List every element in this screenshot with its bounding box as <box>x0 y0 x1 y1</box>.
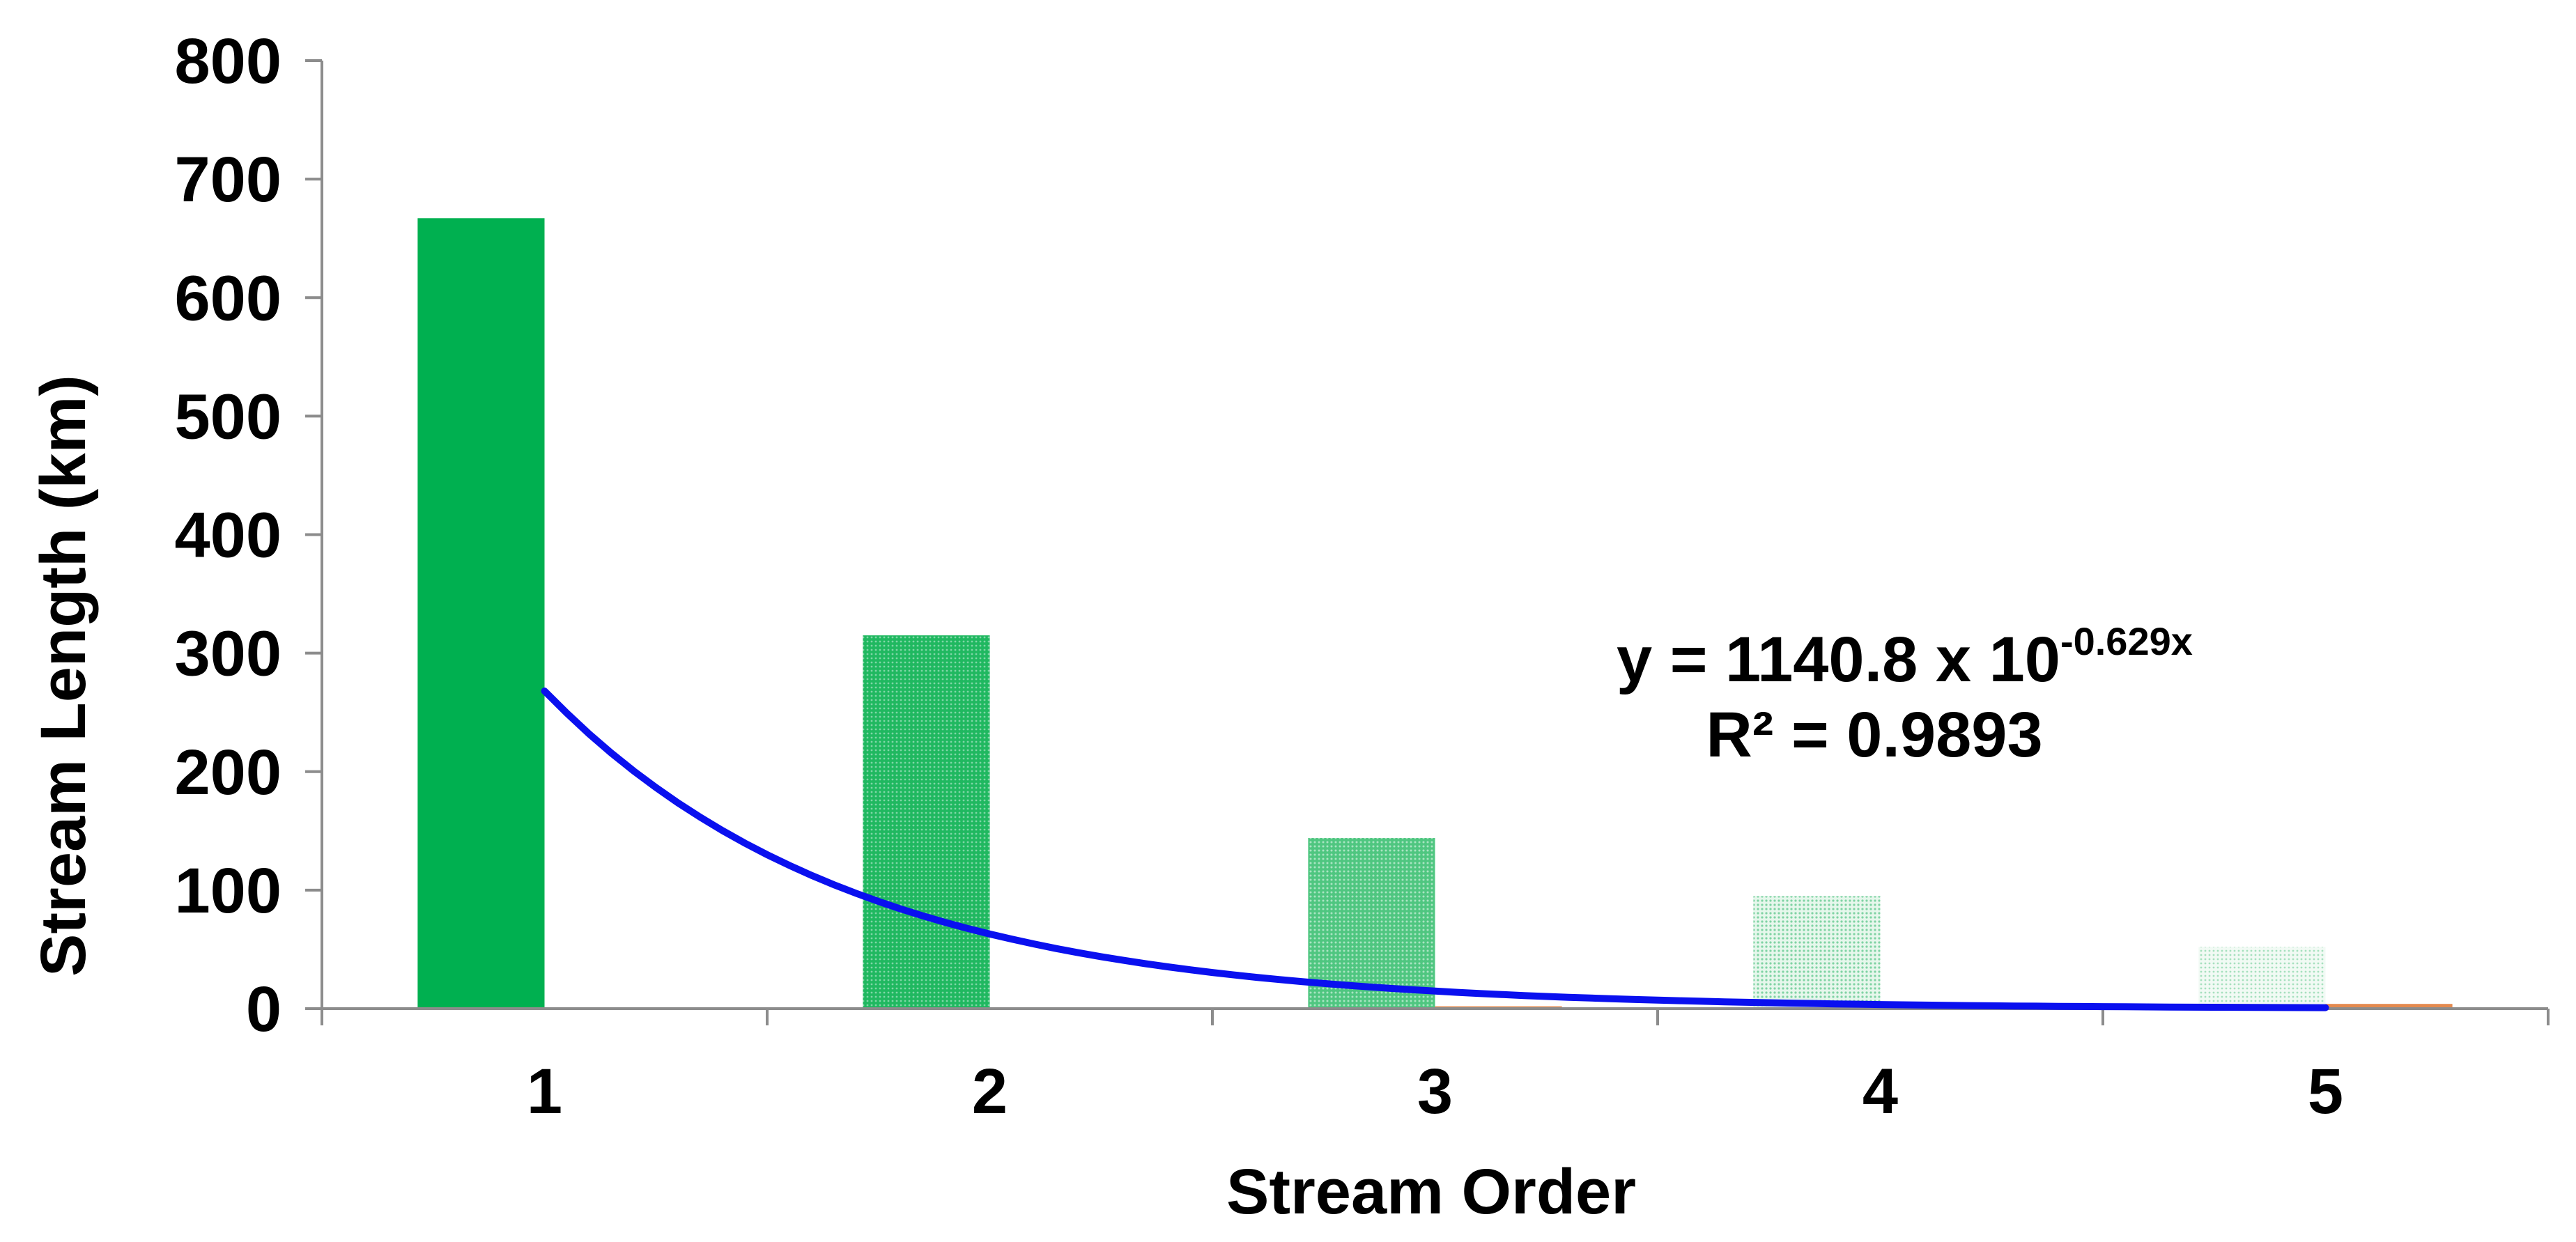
y-tick-label: 700 <box>175 144 282 215</box>
bar-order-5 <box>2198 947 2326 1009</box>
x-tick-label: 2 <box>972 1056 1008 1127</box>
x-tick-label: 4 <box>1862 1056 1898 1127</box>
y-tick-label: 100 <box>175 855 282 926</box>
y-axis-ticks: 0 100 200 300 400 500 600 700 800 <box>175 26 322 1045</box>
secondary-bar-order-5 <box>2325 1004 2453 1009</box>
y-tick-label: 0 <box>246 974 281 1045</box>
y-axis-label: Stream Length (km) <box>28 375 99 977</box>
x-tick-label: 5 <box>2308 1056 2343 1127</box>
y-tick-label: 600 <box>175 263 282 334</box>
y-tick-label: 400 <box>175 500 282 571</box>
x-tick-label: 3 <box>1417 1056 1453 1127</box>
trendline <box>541 688 2329 1011</box>
x-axis-ticks: 1 2 3 4 5 <box>321 1009 2550 1127</box>
y-tick-label: 300 <box>175 619 282 690</box>
y-tick-label: 200 <box>175 737 282 808</box>
bar-order-2 <box>863 635 990 1009</box>
stream-length-bars <box>417 218 2326 1009</box>
equation-base: y = 1140.8 x 10 <box>1617 624 2060 695</box>
y-tick-label: 500 <box>175 381 282 452</box>
x-tick-label: 1 <box>527 1056 562 1127</box>
bar-order-1 <box>417 218 545 1009</box>
bar-order-3 <box>1308 838 1435 1009</box>
equation-exponent: -0.629x <box>2060 619 2193 663</box>
r-squared-label: R² = 0.9893 <box>1706 699 2042 770</box>
x-axis-label: Stream Order <box>1226 1156 1636 1227</box>
y-tick-label: 800 <box>175 26 282 97</box>
trendline-equation: y = 1140.8 x 10-0.629x <box>1617 619 2193 695</box>
bar-order-4 <box>1753 896 1881 1009</box>
